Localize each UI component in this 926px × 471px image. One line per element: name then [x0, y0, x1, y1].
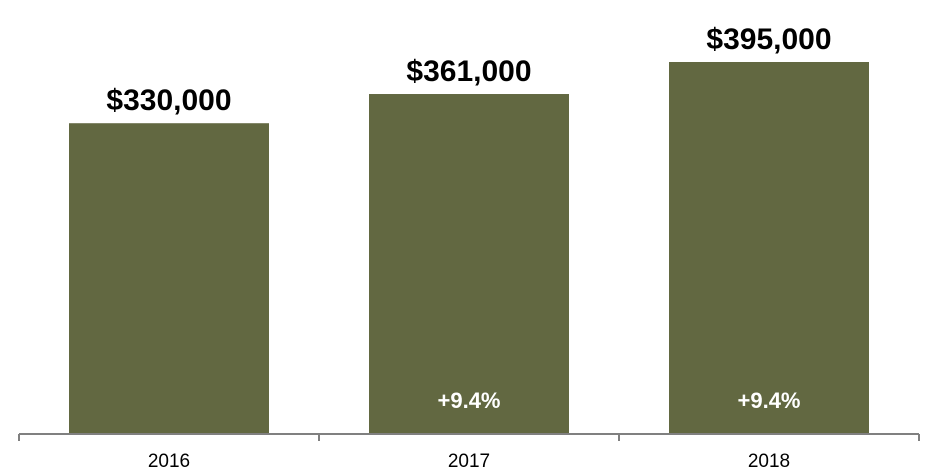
tick-label-2018: 2018	[748, 451, 790, 471]
bar-2017	[369, 94, 569, 434]
change-label-2018: +9.4%	[738, 388, 801, 413]
tick-label-2017: 2017	[448, 451, 490, 471]
bars-group	[69, 62, 869, 435]
value-label-2017: $361,000	[406, 55, 531, 88]
value-label-2018: $395,000	[706, 23, 831, 56]
bar-2018	[669, 62, 869, 434]
bar-2016	[69, 123, 269, 435]
change-label-2017: +9.4%	[438, 388, 501, 413]
labels-group: $330,000 2016 $361,000 +9.4% 2017 $395,000 +9.…	[106, 23, 831, 471]
value-label-2016: $330,000	[106, 84, 231, 117]
tick-label-2016: 2016	[148, 451, 190, 471]
x-axis	[18, 433, 920, 441]
